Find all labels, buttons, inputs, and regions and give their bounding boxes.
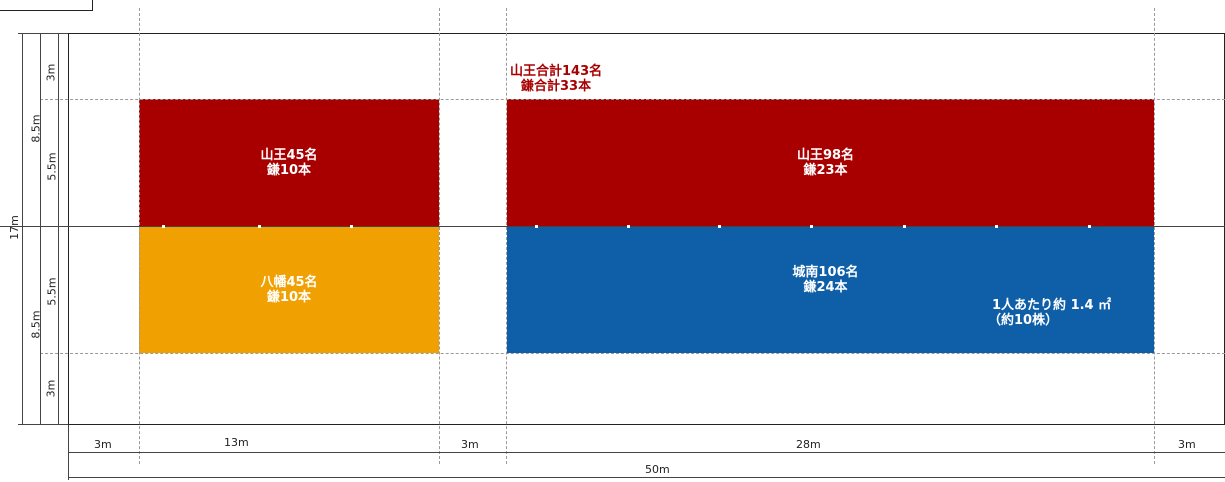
center-tick [535,225,538,228]
corner-box [0,0,93,11]
zone-jonan: 城南106名 鎌24本 [507,227,1154,353]
sanno-total-line2: 鎌合計33本 [521,79,592,94]
dim-left-mid-top: 8.5m [29,114,43,143]
center-tick [903,225,906,228]
zone-hachiman-line2: 鎌10本 [266,290,312,305]
dim-line-bottom [18,424,68,425]
dim-bottom-4: 28m [796,438,821,451]
dim-left-inner-4: 3m [44,379,58,398]
center-tick [350,225,353,228]
zone-sanno-left-line1: 山王45名 [260,147,318,163]
dim-line-height-inner [58,33,59,425]
dim-line-bottom-segments [68,452,1225,453]
dim-line-bottom-total [68,477,1225,478]
center-tick [995,225,998,228]
zone-hachiman: 八幡45名 鎌10本 [139,227,439,353]
zone-hachiman-line1: 八幡45名 [260,275,318,290]
dim-bottom-1: 3m [94,438,112,451]
guide-v1 [139,8,140,464]
zone-sanno-left: 山王45名 鎌10本 [139,99,439,226]
center-tick [162,225,165,228]
zone-sanno-left-line2: 鎌10本 [266,162,312,178]
dim-line-height-mid [40,33,41,425]
dim-bottom-5: 3m [1178,438,1196,451]
dim-left-inner-1: 3m [44,63,58,82]
center-tick [258,225,261,228]
area-note-line1: 1人あたり約 1.4 ㎡ [992,298,1112,313]
dim-line-top [18,33,68,34]
dim-left-inner-3: 5.5m [45,277,59,306]
sanno-total-line1: 山王合計143名 [510,64,603,79]
sanno-total: 山王合計143名 鎌合計33本 [510,64,602,94]
dim-bottom-3: 3m [461,438,479,451]
center-tick [1088,225,1091,228]
dim-left-mid-bottom: 8.5m [29,310,43,339]
zone-sanno-right: 山王98名 鎌23本 [507,99,1154,226]
dim-overall-height: 17m [7,215,21,240]
zone-sanno-right-line1: 山王98名 [796,147,855,163]
guide-h1 [40,99,1225,100]
dim-line-height-total [22,33,23,425]
zone-jonan-line1: 城南106名 [792,265,859,280]
area-note: 1人あたり約 1.4 ㎡ （約10株） [988,298,1112,328]
center-tick [718,225,721,228]
guide-v2 [439,8,440,464]
guide-h2 [40,353,1225,354]
guide-v4 [1154,8,1155,464]
dim-overall-width: 50m [645,463,670,476]
dim-line-bottom-left [68,425,69,480]
zone-sanno-right-line2: 鎌23本 [803,162,848,178]
dim-left-inner-2: 5.5m [45,152,59,181]
guide-v3 [506,8,507,464]
center-tick [627,225,630,228]
area-note-line2: （約10株） [988,313,1059,328]
center-tick [810,225,813,228]
zone-jonan-line2: 鎌24本 [803,280,848,295]
center-line [0,226,1225,227]
dim-bottom-2: 13m [224,436,249,449]
